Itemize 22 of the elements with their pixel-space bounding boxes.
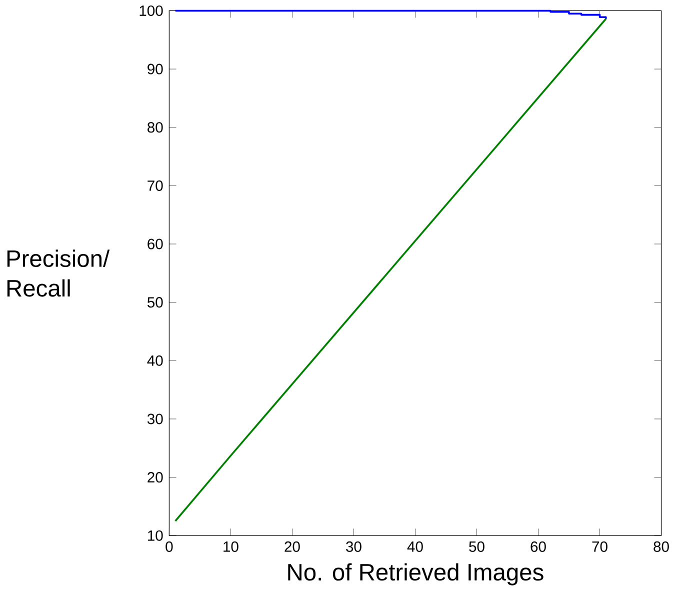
x-tick-label: 30 <box>346 541 362 552</box>
y-tick-label: 50 <box>147 297 163 308</box>
y-tick-label: 90 <box>148 64 163 74</box>
y-tick-label: 10 <box>148 530 163 541</box>
x-tick-label: 80 <box>654 541 669 552</box>
x-axis-title: No. of Retrieved Images <box>288 563 544 586</box>
x-tick-label: 10 <box>224 541 238 552</box>
x-tick-label: 50 <box>469 541 484 552</box>
y-tick-label: 70 <box>148 180 163 192</box>
y-axis-title: Precision/ Recall <box>7 250 110 297</box>
y-tick-label: 40 <box>147 355 163 366</box>
y-tick-label: 80 <box>148 122 163 133</box>
y-tick-label: 20 <box>148 472 163 483</box>
y-tick-label: 30 <box>147 414 163 424</box>
x-tick-label: 0 <box>166 541 173 552</box>
x-tick-label: 20 <box>284 541 300 552</box>
x-tick-label: 40 <box>407 541 423 552</box>
y-tick-label: 100 <box>140 6 163 16</box>
x-tick-label: 70 <box>592 541 608 552</box>
y-tick-label: 60 <box>148 238 163 250</box>
line-series <box>174 10 607 20</box>
x-tick-label: 60 <box>530 541 546 552</box>
